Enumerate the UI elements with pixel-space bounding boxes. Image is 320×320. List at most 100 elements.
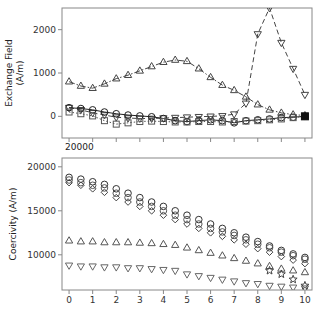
data-point	[124, 71, 131, 77]
data-point	[277, 270, 285, 278]
x-tick-label: 1	[90, 295, 96, 305]
y-tick	[58, 116, 62, 117]
data-point	[89, 186, 96, 193]
data-point	[231, 112, 238, 118]
x-tick	[163, 138, 164, 142]
data-point	[243, 237, 250, 244]
data-point	[301, 92, 308, 98]
data-point	[172, 212, 179, 219]
data-point	[101, 189, 108, 196]
annotation: 20000	[65, 142, 94, 152]
data-point	[160, 240, 167, 246]
data-point	[113, 239, 120, 245]
data-point	[254, 241, 261, 248]
data-point	[148, 63, 155, 69]
x-tick	[257, 290, 258, 294]
data-point	[148, 267, 155, 273]
data-point	[101, 80, 108, 86]
y-tick	[58, 166, 62, 167]
data-point	[207, 73, 214, 79]
data-point	[136, 266, 143, 272]
data-point	[278, 249, 285, 256]
data-point	[101, 265, 108, 271]
data-point	[219, 81, 226, 87]
data-point	[77, 238, 84, 244]
x-tick-label: 5	[184, 295, 190, 305]
data-point	[66, 109, 72, 115]
data-point	[183, 272, 190, 278]
data-point	[302, 260, 309, 267]
data-point	[254, 101, 261, 107]
x-tick	[187, 138, 188, 142]
data-point	[278, 284, 285, 290]
data-point	[196, 119, 202, 125]
x-tick	[257, 138, 258, 142]
data-point	[65, 263, 72, 269]
data-point	[254, 32, 261, 38]
y-tick-label: 10000	[27, 250, 56, 260]
data-point	[148, 203, 155, 210]
series	[66, 104, 308, 126]
data-point	[160, 267, 167, 273]
data-point	[113, 190, 120, 197]
data-point	[278, 253, 285, 260]
data-point	[231, 254, 238, 260]
data-point	[267, 117, 273, 123]
data-point	[266, 249, 273, 256]
data-point	[183, 244, 190, 250]
data-point	[219, 119, 225, 125]
data-point	[136, 67, 143, 73]
data-point	[160, 58, 167, 64]
series	[66, 109, 308, 127]
data-point	[301, 113, 308, 120]
data-point	[231, 279, 238, 285]
x-tick	[304, 138, 305, 142]
data-point	[78, 111, 84, 117]
x-tick-label: 4	[161, 295, 167, 305]
data-point	[254, 245, 261, 252]
data-point	[290, 115, 296, 121]
data-point	[66, 179, 73, 186]
plot-area	[65, 8, 308, 127]
data-point	[302, 113, 309, 120]
data-point	[266, 106, 273, 112]
data-point	[160, 208, 167, 215]
data-point	[148, 239, 155, 245]
data-point	[113, 265, 120, 271]
x-tick	[210, 290, 211, 294]
series	[66, 174, 308, 261]
data-point	[266, 266, 274, 274]
plot-frame	[62, 8, 312, 138]
data-point	[137, 203, 144, 210]
data-point	[101, 239, 108, 245]
data-point	[255, 118, 261, 124]
data-point	[113, 75, 120, 81]
data-point	[172, 241, 179, 247]
x-tick-label: 8	[255, 295, 261, 305]
data-point	[89, 84, 96, 90]
plot-frame	[62, 158, 312, 290]
x-tick	[116, 138, 117, 142]
x-tick	[116, 290, 117, 294]
data-point	[290, 66, 297, 72]
data-point	[231, 120, 238, 127]
data-point	[65, 78, 72, 84]
data-point	[101, 185, 108, 192]
panel: 100001500020000012345678910Coercivity (A…	[8, 158, 312, 305]
data-point	[184, 221, 191, 228]
series-line	[69, 112, 305, 124]
x-tick	[210, 138, 211, 142]
data-point	[137, 199, 144, 206]
data-point	[195, 221, 202, 228]
data-point	[184, 216, 191, 223]
data-point	[278, 40, 285, 46]
y-tick-label: 1000	[33, 68, 56, 78]
data-point	[290, 267, 297, 273]
x-tick-label: 2	[113, 295, 119, 305]
data-point	[77, 264, 84, 270]
plot-area	[65, 174, 308, 290]
x-tick-label: 9	[278, 295, 284, 305]
data-point	[243, 118, 249, 124]
series	[66, 177, 308, 263]
data-point	[89, 238, 96, 244]
